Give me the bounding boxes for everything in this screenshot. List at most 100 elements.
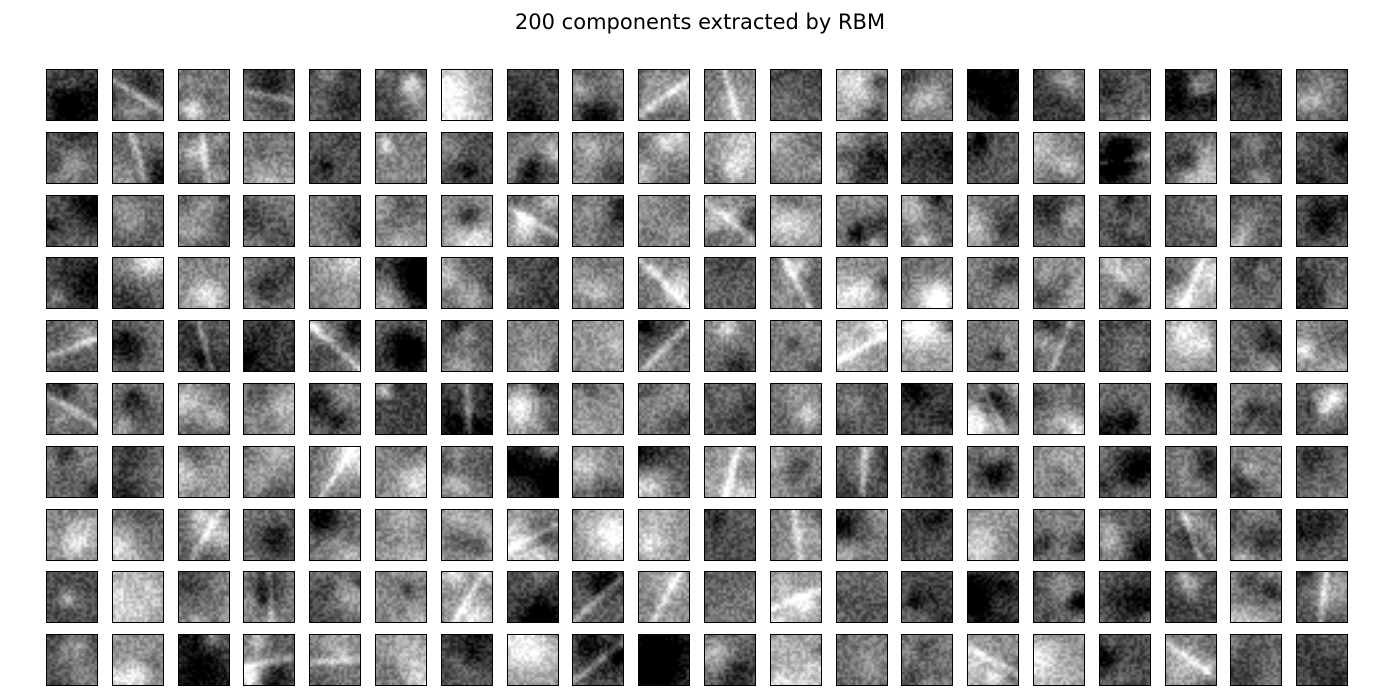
component-image xyxy=(968,258,1018,308)
component-image xyxy=(1034,447,1084,497)
component-image xyxy=(705,258,755,308)
component-image xyxy=(113,258,163,308)
component-image xyxy=(508,510,558,560)
component-image xyxy=(968,70,1018,120)
component-tile xyxy=(46,257,98,309)
component-image xyxy=(1100,258,1150,308)
component-tile xyxy=(1033,257,1085,309)
component-image xyxy=(1034,70,1084,120)
component-image xyxy=(1100,635,1150,685)
component-tile xyxy=(901,132,953,184)
component-image xyxy=(968,133,1018,183)
component-image xyxy=(705,70,755,120)
component-image xyxy=(113,635,163,685)
component-image xyxy=(1297,321,1347,371)
component-image xyxy=(1297,196,1347,246)
component-tile xyxy=(243,571,295,623)
component-tile xyxy=(46,132,98,184)
component-image xyxy=(837,321,887,371)
component-tile xyxy=(770,634,822,686)
component-image xyxy=(705,447,755,497)
component-tile xyxy=(1033,383,1085,435)
component-image xyxy=(1100,447,1150,497)
component-tile xyxy=(309,634,361,686)
component-tile xyxy=(638,257,690,309)
component-image xyxy=(47,384,97,434)
component-image xyxy=(1100,384,1150,434)
component-image xyxy=(639,510,689,560)
component-tile xyxy=(770,320,822,372)
component-tile xyxy=(178,446,230,498)
component-tile xyxy=(638,509,690,561)
component-tile xyxy=(309,571,361,623)
component-tile xyxy=(1230,509,1282,561)
component-tile xyxy=(309,257,361,309)
component-tile xyxy=(1296,69,1348,121)
component-tile xyxy=(704,383,756,435)
component-tile xyxy=(704,509,756,561)
component-tile xyxy=(1230,257,1282,309)
component-image xyxy=(968,510,1018,560)
component-tile xyxy=(638,320,690,372)
component-tile xyxy=(1296,509,1348,561)
component-tile xyxy=(243,257,295,309)
component-tile xyxy=(704,446,756,498)
component-tile xyxy=(967,320,1019,372)
component-tile xyxy=(178,383,230,435)
component-image xyxy=(244,572,294,622)
component-tile xyxy=(1099,383,1151,435)
component-tile xyxy=(375,132,427,184)
component-tile xyxy=(638,383,690,435)
component-image xyxy=(244,133,294,183)
component-tile xyxy=(638,634,690,686)
component-tile xyxy=(178,320,230,372)
component-image xyxy=(771,258,821,308)
component-image xyxy=(47,572,97,622)
component-image xyxy=(705,133,755,183)
component-tile xyxy=(901,446,953,498)
component-tile xyxy=(178,634,230,686)
component-tile xyxy=(46,571,98,623)
component-tile xyxy=(1099,634,1151,686)
component-image xyxy=(1297,572,1347,622)
component-image xyxy=(508,635,558,685)
component-image xyxy=(1297,635,1347,685)
component-image xyxy=(376,635,426,685)
component-tile xyxy=(375,634,427,686)
component-image xyxy=(310,321,360,371)
component-tile xyxy=(112,446,164,498)
component-image xyxy=(968,572,1018,622)
component-tile xyxy=(836,634,888,686)
component-tile xyxy=(704,132,756,184)
component-tile xyxy=(967,571,1019,623)
component-tile xyxy=(770,571,822,623)
component-image xyxy=(47,258,97,308)
component-image xyxy=(1297,70,1347,120)
component-tile xyxy=(1033,195,1085,247)
component-tile xyxy=(178,509,230,561)
component-tile xyxy=(507,446,559,498)
component-tile xyxy=(375,195,427,247)
component-image xyxy=(573,384,623,434)
component-image xyxy=(113,572,163,622)
component-image xyxy=(705,510,755,560)
component-image xyxy=(1166,258,1216,308)
component-tile xyxy=(1230,195,1282,247)
component-tile xyxy=(243,132,295,184)
component-tile xyxy=(836,509,888,561)
component-image xyxy=(837,384,887,434)
component-image xyxy=(1100,133,1150,183)
component-image xyxy=(376,196,426,246)
component-tile xyxy=(46,446,98,498)
component-tile xyxy=(572,195,624,247)
component-image xyxy=(1231,70,1281,120)
component-tile xyxy=(309,195,361,247)
component-tile xyxy=(441,383,493,435)
component-image xyxy=(573,258,623,308)
component-tile xyxy=(1230,383,1282,435)
component-image xyxy=(1166,384,1216,434)
component-image xyxy=(508,572,558,622)
component-image xyxy=(376,321,426,371)
component-tile xyxy=(1165,446,1217,498)
component-tile xyxy=(1165,132,1217,184)
